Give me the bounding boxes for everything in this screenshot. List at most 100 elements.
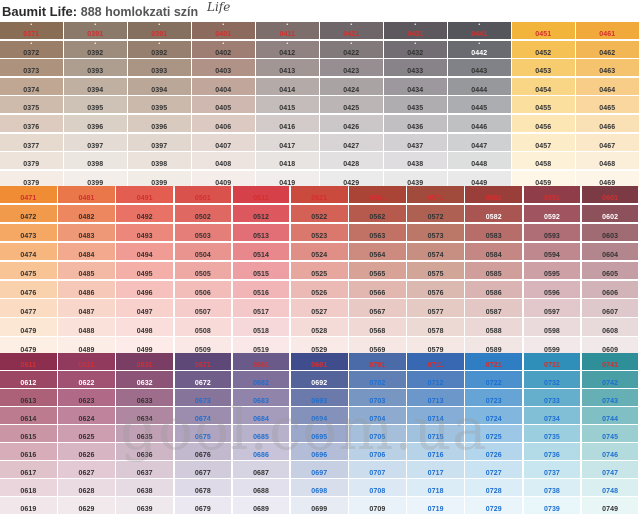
- color-code-label: 0373: [23, 68, 40, 76]
- color-code-label: 0593: [543, 233, 560, 241]
- color-swatch: 0574: [407, 242, 464, 261]
- color-code-label: 0702: [369, 379, 386, 387]
- color-swatch: 0395: [64, 96, 127, 114]
- color-swatch: 0431 •: [384, 22, 447, 40]
- color-swatch: 0393: [128, 59, 191, 77]
- color-swatch: 0745: [581, 425, 639, 442]
- color-swatch: 0614: [0, 407, 57, 424]
- color-swatch: 0685: [232, 425, 290, 442]
- color-swatch: 0439: [384, 170, 447, 188]
- color-code-label: 0411: [279, 31, 296, 39]
- color-code-label: 0489: [78, 346, 95, 354]
- color-code-label: 0736: [543, 451, 560, 459]
- color-code-label: 0634: [136, 415, 153, 423]
- color-swatch: 0508: [174, 318, 232, 336]
- color-code-label: 0486: [78, 289, 95, 297]
- color-code-label: 0734: [543, 415, 560, 423]
- color-code-label: 0395: [151, 105, 168, 113]
- color-code-label: 0445: [471, 105, 488, 113]
- color-code-label: 0588: [485, 327, 502, 335]
- color-swatch: 0517: [232, 299, 290, 317]
- color-swatch: 0405: [192, 96, 255, 114]
- color-swatch: 0377: [0, 133, 63, 151]
- color-swatch: 0396: [128, 115, 191, 133]
- color-swatch: 0464: [576, 77, 639, 95]
- color-swatch: 0466: [576, 115, 639, 133]
- color-swatch: 0733: [523, 389, 581, 406]
- color-swatch: 0743: [581, 389, 639, 406]
- color-swatch: 0632: [116, 371, 174, 388]
- color-code-label: 0604: [602, 252, 619, 260]
- color-code-label: 0519: [253, 346, 270, 354]
- color-code-label: 0499: [136, 346, 153, 354]
- color-swatch: 0713: [407, 389, 464, 406]
- color-code-label: 0469: [599, 179, 616, 187]
- color-code-label: 0464: [599, 86, 616, 94]
- color-swatch: 0679: [174, 497, 232, 514]
- color-code-label: 0468: [599, 161, 616, 169]
- color-swatch: 0694: [290, 407, 348, 424]
- color-swatch: 0394: [128, 77, 191, 95]
- color-swatch: 0581: [465, 186, 523, 204]
- color-code-label: 0567: [369, 308, 386, 316]
- swatch-marker-icon: •: [286, 40, 289, 47]
- color-code-label: 0675: [194, 433, 211, 441]
- color-swatch: 0731: [523, 353, 581, 370]
- color-swatch: 0503: [174, 223, 232, 242]
- color-code-label: 0678: [194, 487, 211, 495]
- color-code-label: 0579: [427, 346, 444, 354]
- color-code-label: 0728: [485, 487, 502, 495]
- color-code-label: 0569: [369, 346, 386, 354]
- color-code-label: 0697: [311, 469, 328, 477]
- color-swatch: 0528: [290, 318, 348, 336]
- color-swatch: 0598: [523, 318, 581, 336]
- color-swatch: 0683: [232, 389, 290, 406]
- color-code-label: 0492: [136, 214, 153, 222]
- color-swatch: 0601: [581, 186, 639, 204]
- color-code-label: 0681: [253, 361, 270, 369]
- color-code-label: 0561: [369, 195, 386, 203]
- color-code-label: 0695: [311, 433, 328, 441]
- color-code-label: 0602: [602, 214, 619, 222]
- color-code-label: 0374: [23, 86, 40, 94]
- color-swatch: 0495: [116, 261, 174, 279]
- color-code-label: 0595: [543, 270, 560, 278]
- color-code-label: 0485: [78, 270, 95, 278]
- color-swatch: 0725: [465, 425, 523, 442]
- color-code-label: 0529: [311, 346, 328, 354]
- color-code-label: 0466: [599, 124, 616, 132]
- color-code-label: 0413: [279, 68, 296, 76]
- color-swatch: 0417: [256, 133, 319, 151]
- color-swatch: 0414: [256, 77, 319, 95]
- color-code-label: 0745: [602, 433, 619, 441]
- palette-subtitle: 888 homlokzati szín: [80, 5, 199, 19]
- color-code-label: 0399: [151, 179, 168, 187]
- color-code-label: 0455: [535, 105, 552, 113]
- color-swatch: 0693: [290, 389, 348, 406]
- color-code-label: 0611: [20, 361, 37, 369]
- color-swatch: 0487: [58, 299, 115, 317]
- color-code-label: 0741: [602, 361, 619, 369]
- color-swatch: 0699: [290, 497, 348, 514]
- color-swatch: 0483: [58, 223, 115, 242]
- color-code-label: 0435: [407, 105, 424, 113]
- color-code-label: 0419: [279, 179, 296, 187]
- color-code-label: 0438: [407, 161, 424, 169]
- color-swatch: 0635: [116, 425, 174, 442]
- color-code-label: 0479: [20, 346, 37, 354]
- color-code-label: 0712: [427, 379, 444, 387]
- color-swatch: 0404: [192, 77, 255, 95]
- color-swatch: 0696: [290, 443, 348, 460]
- color-swatch: 0458: [512, 152, 575, 170]
- color-swatch: 0457: [512, 133, 575, 151]
- color-code-label: 0454: [535, 86, 552, 94]
- color-code-label: 0706: [369, 451, 386, 459]
- color-code-label: 0576: [427, 289, 444, 297]
- color-swatch: 0728: [465, 479, 523, 496]
- color-swatch: 0623: [58, 389, 115, 406]
- color-swatch: 0563: [349, 223, 406, 242]
- color-code-label: 0639: [136, 505, 153, 513]
- color-code-label: 0598: [543, 327, 560, 335]
- color-swatch: 0412 •: [256, 40, 319, 58]
- color-code-label: 0375: [23, 105, 40, 113]
